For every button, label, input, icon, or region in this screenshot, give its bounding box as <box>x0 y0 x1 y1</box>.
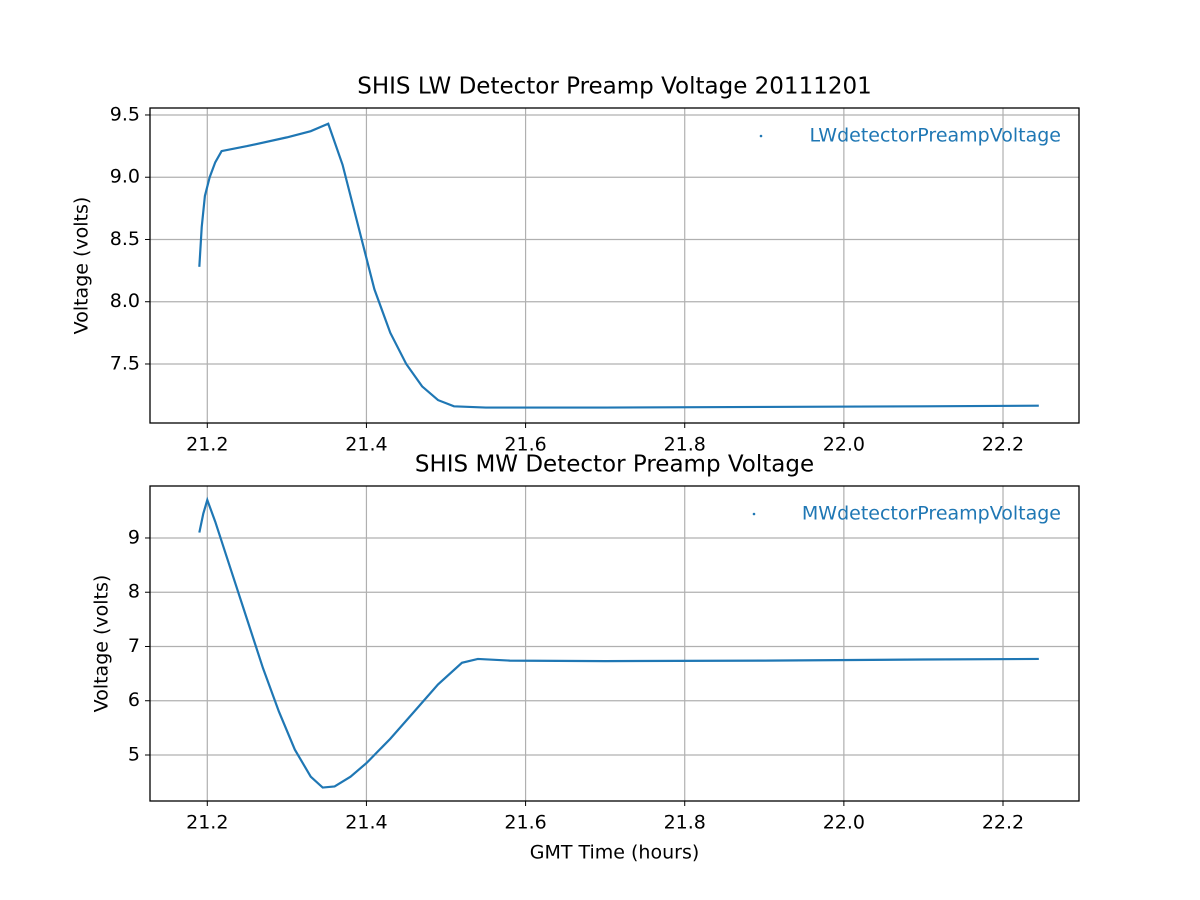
x-tick-label: 21.6 <box>504 434 546 456</box>
data-line <box>198 496 1039 789</box>
chart-title: SHIS MW Detector Preamp Voltage <box>415 452 814 478</box>
y-tick-label: 7.5 <box>110 352 140 374</box>
legend-marker <box>752 512 756 516</box>
y-tick-label: 5 <box>128 743 140 765</box>
subplot: 21.2 21.4 21.6 21.8 22.0 22.2 7.5 8.0 8.5 9.0 9.5 L… <box>71 74 1080 456</box>
data-line <box>198 122 1039 409</box>
x-tick-label: 21.8 <box>664 812 706 834</box>
x-tick-label: 21.6 <box>504 812 546 834</box>
y-tick-label: 7 <box>128 635 140 657</box>
y-tick-label: 9.5 <box>110 103 140 125</box>
x-tick-label: 22.0 <box>823 434 865 456</box>
y-tick-label: 8.0 <box>110 290 140 312</box>
legend-marker <box>759 134 763 138</box>
x-tick-label: 21.4 <box>345 434 387 456</box>
y-tick-label: 9.0 <box>110 166 140 188</box>
x-tick-label: 21.8 <box>664 434 706 456</box>
axes-frame <box>149 485 1080 802</box>
legend-label: LWdetectorPreampVoltage <box>809 125 1061 147</box>
y-tick-label: 9 <box>128 526 140 548</box>
y-tick-label: 6 <box>128 689 140 711</box>
y-axis-label: Voltage (volts) <box>91 575 113 713</box>
x-tick-label: 21.2 <box>186 434 228 456</box>
x-tick-label: 21.4 <box>345 812 387 834</box>
x-axis-label: GMT Time (hours) <box>530 842 700 864</box>
x-tick-label: 21.2 <box>186 812 228 834</box>
x-tick-label: 22.2 <box>982 812 1024 834</box>
y-axis-label: Voltage (volts) <box>71 197 93 335</box>
chart-title: SHIS LW Detector Preamp Voltage 20111201 <box>357 74 872 100</box>
legend-label: MWdetectorPreampVoltage <box>802 503 1061 525</box>
y-tick-label: 8.5 <box>110 228 140 250</box>
y-tick-label: 8 <box>128 581 140 603</box>
x-tick-label: 22.2 <box>982 434 1024 456</box>
subplot: 21.2 21.4 21.6 21.8 22.0 22.2 5 6 7 8 9 MWdetectorP… <box>91 452 1080 864</box>
x-tick-label: 22.0 <box>823 812 865 834</box>
axes-frame <box>149 107 1080 424</box>
